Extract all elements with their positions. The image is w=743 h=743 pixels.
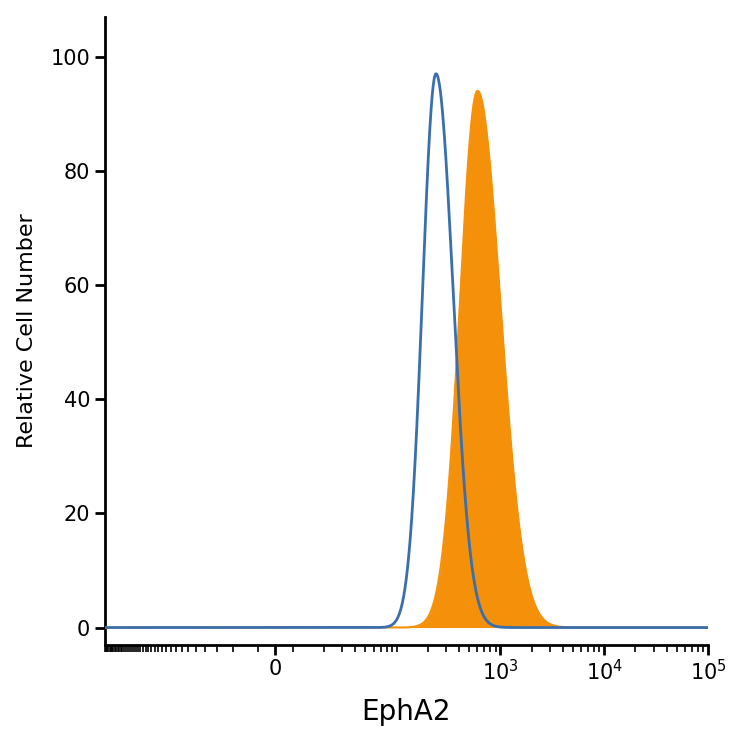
X-axis label: EphA2: EphA2 xyxy=(362,698,451,727)
Y-axis label: Relative Cell Number: Relative Cell Number xyxy=(16,213,36,448)
